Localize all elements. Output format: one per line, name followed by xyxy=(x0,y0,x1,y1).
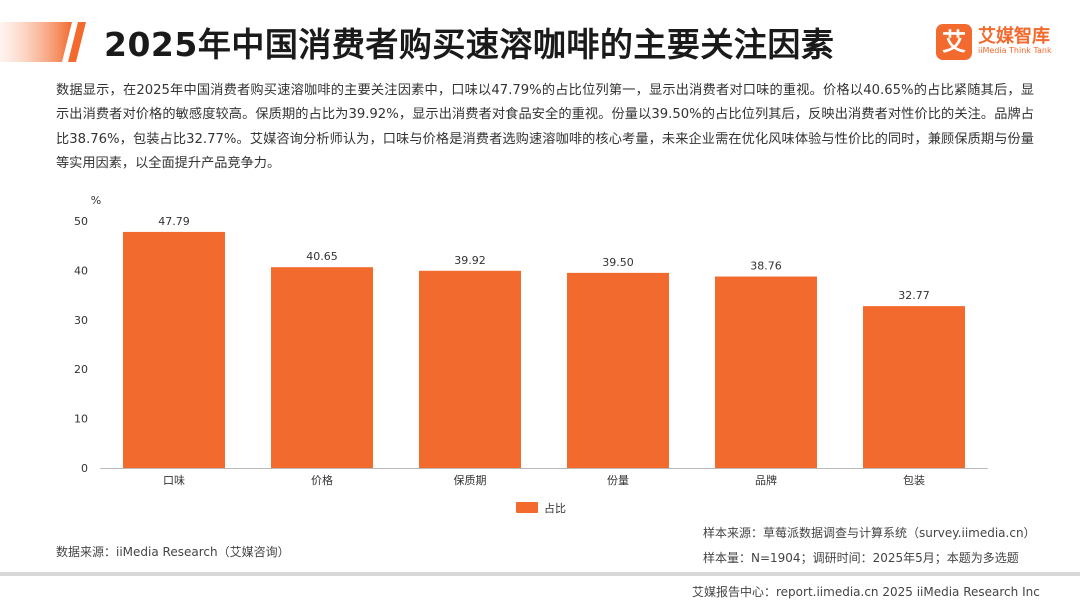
bar xyxy=(715,276,817,468)
bar xyxy=(567,272,669,468)
y-tick-label: 0 xyxy=(81,462,88,475)
y-tick-label: 50 xyxy=(74,215,88,228)
legend-label: 占比 xyxy=(544,501,566,515)
description-paragraph: 数据显示，在2025年中国消费者购买速溶咖啡的主要关注因素中，口味以47.79%… xyxy=(56,83,1034,171)
legend-swatch xyxy=(516,502,538,513)
page-title: 2025年中国消费者购买速溶咖啡的主要关注因素 xyxy=(104,25,835,64)
sample-source: 样本来源：草莓派数据调查与计算系统（survey.iimedia.cn） xyxy=(703,526,1036,540)
y-tick-label: 30 xyxy=(74,314,88,327)
x-tick-label: 保质期 xyxy=(454,473,487,487)
x-tick-label: 口味 xyxy=(163,474,185,487)
y-axis-unit: % xyxy=(91,194,101,207)
x-tick-label: 包装 xyxy=(903,474,925,487)
bar xyxy=(123,231,225,468)
footer-divider xyxy=(0,572,1080,576)
data-source: 数据来源：iiMedia Research（艾媒咨询） xyxy=(56,545,290,559)
x-tick-label: 品牌 xyxy=(755,473,777,487)
x-tick-label: 价格 xyxy=(311,473,333,487)
footer-text: 艾媒报告中心：report.iimedia.cn 2025 iiMedia Re… xyxy=(692,585,1040,599)
logo-icon: 艾 xyxy=(936,24,972,60)
x-tick-label: 份量 xyxy=(607,474,629,487)
bar-value-label: 39.92 xyxy=(454,254,486,267)
bar xyxy=(419,270,521,468)
y-tick-label: 40 xyxy=(74,264,88,277)
brand-logo: 艾 艾媒智库 iiMedia Think Tank xyxy=(936,24,1076,64)
logo-subtitle: iiMedia Think Tank xyxy=(978,46,1052,55)
bar xyxy=(863,306,965,468)
bar xyxy=(271,267,373,468)
y-tick-label: 10 xyxy=(74,413,88,426)
bar-value-label: 39.50 xyxy=(602,256,634,269)
bar-value-label: 40.65 xyxy=(306,250,338,263)
bar-value-label: 32.77 xyxy=(898,289,930,302)
bar-value-label: 38.76 xyxy=(750,260,782,273)
sample-info: 样本量：N=1904；调研时间：2025年5月；本题为多选题 xyxy=(703,551,1019,565)
y-tick-label: 20 xyxy=(74,363,88,376)
logo-name: 艾媒智库 xyxy=(978,26,1050,47)
title-decoration xyxy=(0,22,86,62)
bar-value-label: 47.79 xyxy=(158,215,190,228)
